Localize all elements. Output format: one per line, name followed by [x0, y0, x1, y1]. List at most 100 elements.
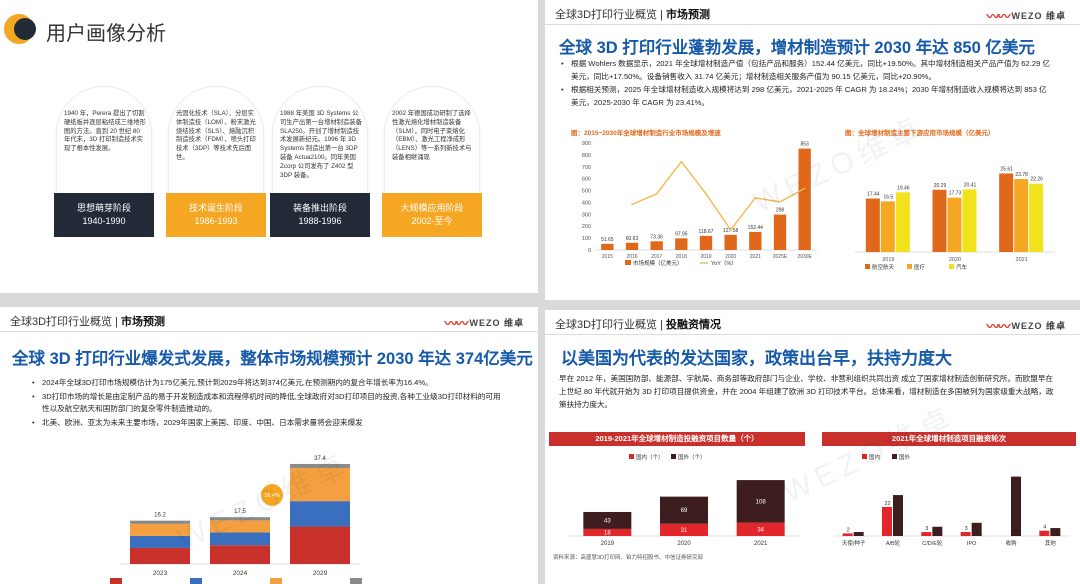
x-tick-label: C/D/E轮	[922, 539, 943, 547]
yoy-point	[631, 203, 633, 206]
bar-segment	[210, 517, 270, 521]
x-tick-label: 2020	[725, 254, 736, 260]
slide-investment: 全球3D打印行业概览 | 投融资情况 〰〰 WEZO 维卓 以美国为代表的发达国家…	[545, 310, 1080, 584]
logo-mark-icon: 〰〰	[986, 319, 1010, 334]
chart-title: 图：全球增材制造主要下游应用市场规模（亿美元）	[845, 130, 995, 137]
bar	[675, 238, 688, 250]
cagr-label: 16.4%	[264, 493, 280, 499]
stage-badge: 大规模应用阶段 2002-至今	[382, 193, 482, 237]
x-tick-label: 2023	[153, 570, 168, 577]
bar	[749, 231, 762, 250]
slide-market-forecast: 全球3D打印行业概览 | 市场预测 〰〰 WEZO 维卓 全球 3D 打印行业蓬勃…	[545, 0, 1080, 300]
card-description: 2002 年德国成功研制了选择性激光熔化增材制造装备（SLM），同时电子束熔化（…	[392, 110, 472, 161]
yoy-point	[705, 193, 707, 195]
bar-segment	[210, 532, 270, 546]
bar	[865, 198, 880, 252]
funding-round-chart: 国内 国外 2 天使/种子 22 A/B轮 3 C/D/E轮 3 IPO 收购 4 其他	[834, 453, 1070, 547]
yoy-point	[754, 197, 757, 199]
bullet-item: 北美、欧洲、亚太为未来主要市场，2029年国家上美国、印度、中国、日本需求量将会…	[30, 417, 508, 430]
stage-period: 1988-1996	[298, 216, 342, 226]
x-tick-label: 2019	[700, 254, 711, 260]
title-icon-inner	[14, 18, 36, 40]
data-label: 97.95	[675, 231, 688, 237]
bar	[650, 241, 663, 250]
legend-swatch	[907, 264, 912, 269]
bar-segment	[130, 547, 190, 564]
stage-name: 技术诞生阶段	[188, 203, 243, 213]
bar-segment	[130, 520, 190, 524]
data-label: 43	[604, 518, 611, 524]
x-tick-label: 2030E	[797, 254, 812, 260]
legend-label: 医疗	[914, 263, 926, 271]
data-label: 34	[757, 527, 764, 533]
bar	[932, 526, 943, 536]
x-tick-label: 2021	[750, 254, 761, 260]
x-tick-label: 2025E	[773, 254, 788, 260]
stage-period: 1986-1993	[194, 216, 238, 226]
x-tick-label: 2017	[651, 254, 662, 260]
data-label: 37.4	[314, 456, 326, 462]
slide-title: 以美国为代表的发达国家，政策出台早，扶持力度大	[561, 349, 952, 368]
stage-badge: 思想萌芽阶段 1940-1990	[54, 193, 154, 237]
y-tick-label: 500	[582, 189, 591, 195]
bar-segment	[290, 501, 350, 527]
legend-swatch	[625, 260, 631, 265]
y-tick-label: 900	[582, 141, 591, 147]
yoy-point	[655, 193, 658, 195]
slide-title: 全球 3D 打印行业爆发式发展，整体市场规模预计 2030 年达 374亿美元	[12, 350, 533, 368]
y-tick-label: 600	[582, 177, 591, 183]
bar	[1029, 183, 1044, 252]
bar-segment	[290, 526, 350, 564]
bar	[601, 243, 614, 250]
bullet-list: 2024年全球3D打印市场规模估计为175亿美元,预计到2029年将达到374亿…	[30, 377, 508, 430]
data-label: 17.5	[234, 509, 246, 515]
data-label: 2	[847, 527, 850, 533]
bullet-item: 2024年全球3D打印市场规模估计为175亿美元,预计到2029年将达到374亿…	[30, 377, 508, 390]
investment-count-chart: 国内（个） 国外（个） 18 43 2019 31 69 2020 34 108 2021	[569, 453, 799, 547]
wezo-logo: 〰〰 WEZO 维卓	[444, 313, 524, 332]
data-label: 60.63	[626, 236, 639, 242]
stage-period: 1940-1990	[82, 216, 126, 226]
bar-segment	[290, 463, 350, 468]
y-tick-label: 300	[582, 212, 591, 218]
logo-mark-icon: 〰〰	[986, 9, 1010, 24]
legend-swatch	[862, 454, 867, 459]
intro-paragraph: 早在 2012 年，美国国防部、能源部、宇航局、商务部等政府部门与企业、学校、非…	[559, 374, 1054, 409]
x-tick-label: 2021	[754, 541, 768, 547]
card-description: 1988 年美国 3D Systems 公司生产出第一台增材制造装备 SLA25…	[280, 110, 362, 179]
bar	[921, 532, 932, 536]
x-tick-label: 2020	[949, 257, 961, 263]
timeline-card	[272, 86, 368, 194]
legend-label: 航空航天	[872, 263, 895, 271]
bar	[1014, 179, 1029, 252]
bar-segment	[210, 520, 270, 533]
legend-swatch	[629, 454, 634, 459]
data-label: 20.41	[964, 182, 977, 188]
timeline-card	[56, 86, 152, 194]
bar	[882, 506, 892, 536]
bar	[880, 201, 895, 252]
yoy-point	[803, 187, 806, 190]
x-tick-label: 收购	[1005, 539, 1017, 547]
bar-segment	[736, 522, 785, 536]
x-tick-label: 2019	[882, 257, 894, 263]
x-tick-label: 2020	[677, 541, 691, 547]
x-tick-label: 天使/种子	[842, 539, 866, 547]
stage-name: 大规模应用阶段	[400, 203, 464, 213]
data-label: 118.67	[699, 229, 714, 235]
bar-segment	[210, 545, 270, 564]
data-label: 23.78	[1015, 172, 1028, 178]
x-tick-label: 2016	[626, 254, 637, 260]
data-label: 20.29	[934, 183, 947, 189]
data-label: 51.65	[601, 237, 614, 243]
bar	[1039, 530, 1050, 536]
data-label: 152.44	[748, 225, 764, 231]
bar	[798, 148, 811, 250]
y-tick-label: 400	[582, 200, 591, 206]
card-description: 1940 年，Perera 提出了切割硬纸板并逐层粘结成三维地形图的方法。直到 …	[64, 110, 146, 153]
bar-segment	[660, 523, 708, 536]
x-tick-label: A/B轮	[886, 539, 901, 547]
bar	[842, 533, 853, 536]
bar	[962, 189, 977, 252]
bar	[1050, 528, 1061, 536]
